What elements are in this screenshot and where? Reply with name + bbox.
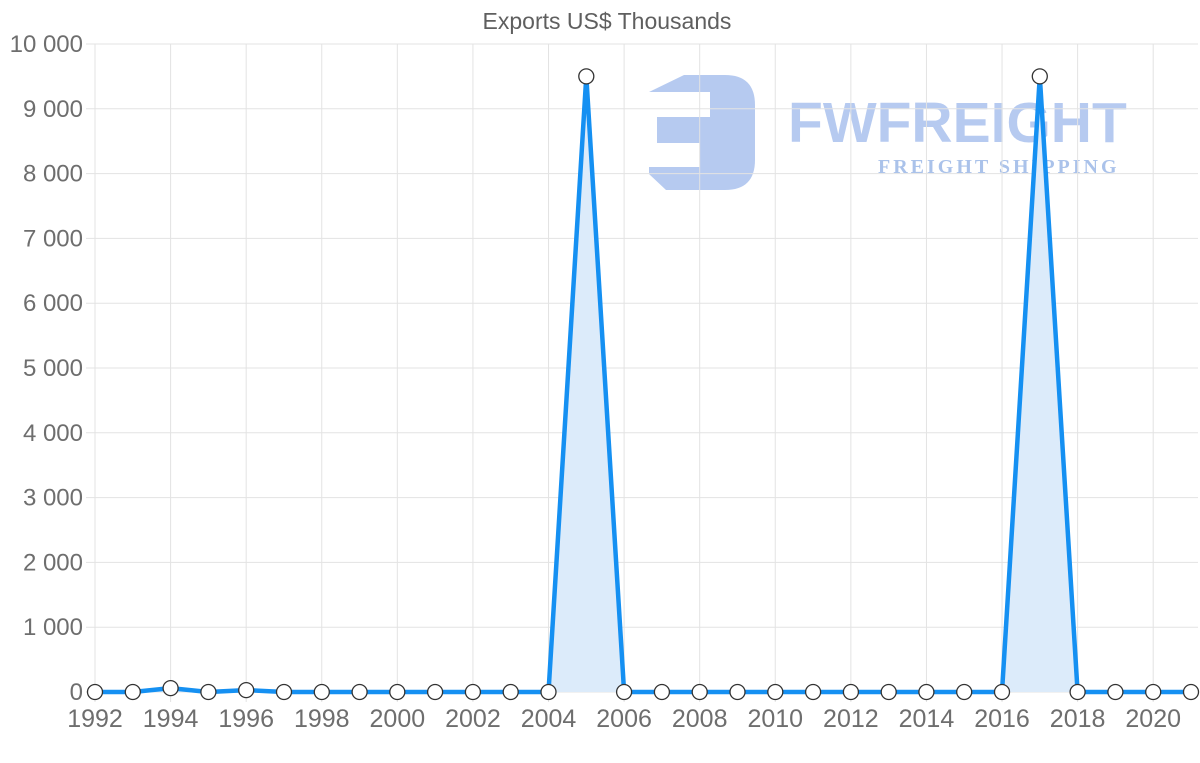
data-point-marker[interactable] <box>502 683 519 701</box>
data-point-marker[interactable] <box>1031 68 1048 85</box>
y-axis-label: 2 000 <box>23 549 83 576</box>
x-axis-label: 1996 <box>218 705 274 733</box>
data-point-marker[interactable] <box>1069 683 1086 701</box>
data-point-marker[interactable] <box>1107 683 1124 701</box>
data-point-marker[interactable] <box>578 68 595 85</box>
y-axis-label: 5 000 <box>23 355 83 382</box>
x-axis-label: 2020 <box>1125 705 1181 733</box>
data-point-marker[interactable] <box>842 683 860 701</box>
y-axis-label: 0 <box>70 679 83 706</box>
data-point-marker[interactable] <box>767 683 784 701</box>
data-point-marker[interactable] <box>804 683 822 701</box>
y-axis-label: 9 000 <box>23 96 83 123</box>
watermark-brand-text: FWFREIGHT <box>788 91 1127 155</box>
data-point-marker[interactable] <box>464 683 482 701</box>
fwfreight-logo-icon <box>648 70 760 197</box>
x-axis-label: 2012 <box>823 705 879 733</box>
x-axis-label: 2004 <box>521 705 577 733</box>
data-point-marker[interactable] <box>86 683 104 701</box>
y-axis-label: 10 000 <box>10 31 83 58</box>
data-point-marker[interactable] <box>956 683 973 701</box>
watermark-tagline-text: FREIGHT SHIPPING <box>878 156 1120 178</box>
data-point-marker[interactable] <box>426 683 444 701</box>
chart-title: Exports US$ Thousands <box>482 8 732 34</box>
data-point-marker[interactable] <box>124 683 141 701</box>
y-axis-label: 8 000 <box>23 161 83 188</box>
x-axis-label: 2016 <box>974 705 1030 733</box>
data-point-marker[interactable] <box>729 683 746 701</box>
series-area <box>95 76 1191 692</box>
x-axis-label: 1998 <box>294 705 350 733</box>
data-point-marker[interactable] <box>1145 683 1162 701</box>
x-axis-label: 2014 <box>899 705 955 733</box>
data-point-marker[interactable] <box>615 683 633 701</box>
data-point-marker[interactable] <box>880 683 897 701</box>
x-axis-label: 2002 <box>445 705 501 733</box>
y-axis-label: 4 000 <box>23 420 83 447</box>
data-point-marker[interactable] <box>238 681 255 699</box>
data-point-marker[interactable] <box>1182 683 1200 701</box>
y-axis-label: 1 000 <box>23 614 83 641</box>
data-point-marker[interactable] <box>993 683 1011 701</box>
x-axis-label: 1994 <box>143 705 199 733</box>
x-axis-label: 2006 <box>596 705 652 733</box>
x-axis-label: 2000 <box>370 705 426 733</box>
data-point-marker[interactable] <box>540 683 557 701</box>
fwfreight-watermark: FWFREIGHT FREIGHT SHIPPING <box>648 68 1168 198</box>
y-axis-label: 7 000 <box>23 225 83 252</box>
x-axis-label: 2010 <box>747 705 803 733</box>
data-point-marker[interactable] <box>275 683 293 701</box>
data-point-marker[interactable] <box>351 683 368 701</box>
data-point-marker[interactable] <box>313 683 330 701</box>
data-point-marker[interactable] <box>691 683 708 701</box>
data-point-marker[interactable] <box>162 679 179 697</box>
data-point-marker[interactable] <box>389 683 406 701</box>
y-axis-label: 3 000 <box>23 485 83 512</box>
data-point-marker[interactable] <box>200 683 217 701</box>
x-axis-label: 2018 <box>1050 705 1106 733</box>
y-axis-label: 6 000 <box>23 290 83 317</box>
data-point-marker[interactable] <box>918 683 935 701</box>
x-axis-label: 2008 <box>672 705 728 733</box>
data-point-marker[interactable] <box>653 683 671 701</box>
x-axis-label: 1992 <box>67 705 123 733</box>
